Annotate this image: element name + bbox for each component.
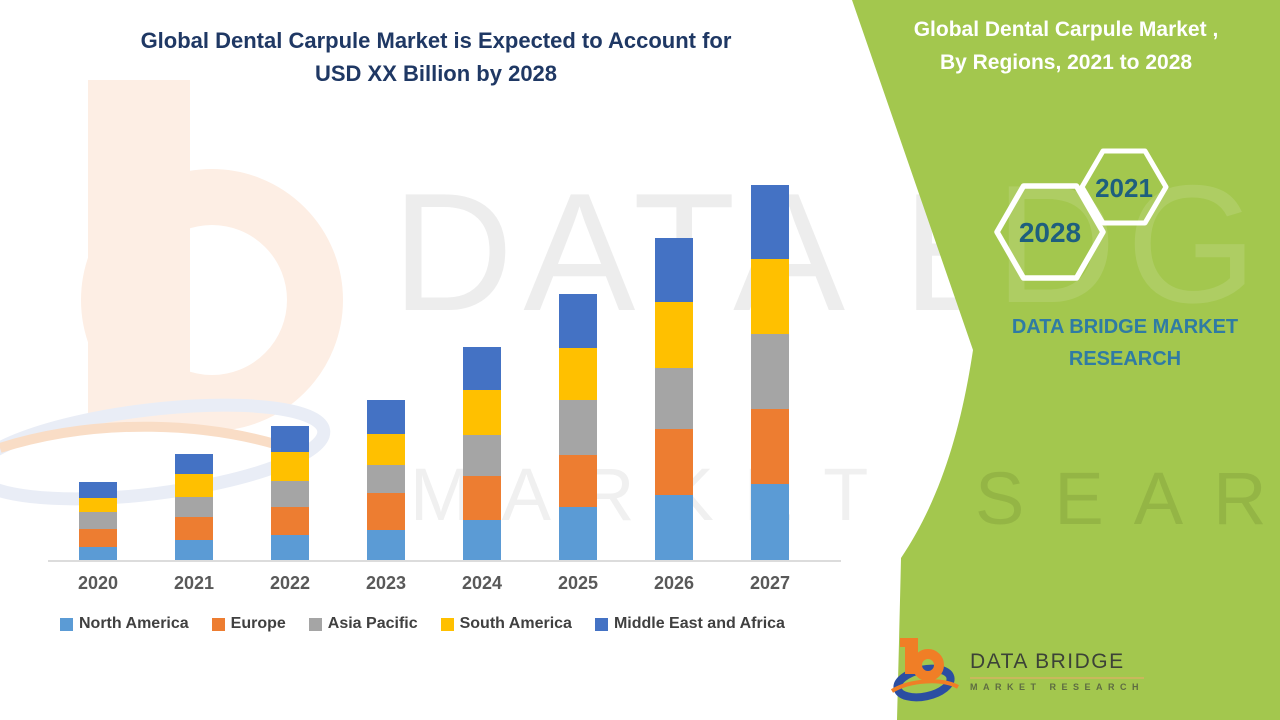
legend-item-south-america: South America: [440, 615, 572, 633]
brand-name-text: DATA BRIDGE MARKET RESEARCH: [980, 311, 1270, 375]
bar-segment-2026-europe: [655, 429, 693, 495]
stacked-bar-2023: [367, 400, 405, 560]
legend-label: Middle East and Africa: [613, 615, 785, 632]
legend-label: South America: [459, 615, 572, 632]
bar-segment-2024-middle-east-and-africa: [463, 347, 501, 390]
bar-segment-2026-middle-east-and-africa: [655, 238, 693, 302]
bar-segment-2020-europe: [79, 529, 117, 547]
legend-item-asia-pacific: Asia Pacific: [308, 615, 418, 633]
bar-segment-2026-south-america: [655, 302, 693, 368]
legend-marker: [60, 617, 73, 631]
legend-item-middle-east-and-africa: Middle East and Africa: [594, 615, 785, 633]
bar-segment-2022-europe: [271, 507, 309, 535]
bar-segment-2024-asia-pacific: [463, 435, 501, 476]
bar-segment-2021-north-america: [175, 540, 213, 560]
x-axis-label-2022: 2022: [269, 573, 311, 593]
legend-marker: [211, 617, 225, 631]
legend-marker: [594, 617, 608, 631]
x-axis-line: [48, 560, 841, 562]
company-logo-subtitle: MARKET RESEARCH: [970, 682, 1145, 692]
company-logo-icon: [890, 638, 959, 702]
brand-name-line1: DATA BRIDGE MARKET: [1011, 316, 1239, 338]
bar-segment-2027-south-america: [751, 259, 789, 334]
chart-legend: North America Europe Asia Pacific South Ame…: [60, 615, 785, 633]
legend-label: Europe: [230, 615, 286, 632]
x-axis-label-2026: 2026: [653, 573, 695, 593]
x-axis-label-2025: 2025: [557, 573, 599, 593]
hexagon-2028: [994, 183, 1106, 281]
bar-segment-2027-north-america: [751, 484, 789, 560]
legend-item-europe: Europe: [211, 615, 286, 633]
bar-segment-2020-asia-pacific: [79, 512, 117, 529]
green-panel-heading-line1: Global Dental Carpule Market ,: [913, 18, 1219, 41]
brand-name-line2: RESEARCH: [1068, 348, 1182, 370]
bar-segment-2025-europe: [559, 455, 597, 507]
company-logo-text: DATA BRIDGE MARKET RESEARCH: [970, 650, 1145, 692]
bar-segment-2023-middle-east-and-africa: [367, 400, 405, 434]
stacked-bar-2027: [751, 185, 789, 560]
company-logo: DATA BRIDGE MARKET RESEARCH: [888, 633, 1145, 709]
chart-title-line1: Global Dental Carpule Market is Expected…: [140, 28, 732, 53]
hexagon-year-2021: 2021: [1095, 173, 1153, 203]
x-axis-label-2021: 2021: [173, 573, 215, 593]
bar-segment-2025-asia-pacific: [559, 400, 597, 455]
company-logo-name: DATA BRIDGE: [970, 650, 1145, 679]
bar-segment-2023-south-america: [367, 434, 405, 465]
x-axis-label-2024: 2024: [461, 573, 503, 593]
bar-segment-2025-north-america: [559, 507, 597, 560]
stacked-bar-2025: [559, 294, 597, 560]
chart-title: Global Dental Carpule Market is Expected…: [118, 24, 754, 90]
legend-label: North America: [79, 615, 189, 632]
bar-segment-2027-asia-pacific: [751, 334, 789, 409]
bar-segment-2021-europe: [175, 517, 213, 540]
green-panel-heading: Global Dental Carpule Market , By Region…: [862, 13, 1270, 79]
stacked-bar-2026: [655, 238, 693, 560]
bar-segment-2027-middle-east-and-africa: [751, 185, 789, 259]
x-axis-label-2023: 2023: [365, 573, 407, 593]
bar-segment-2027-europe: [751, 409, 789, 484]
bar-segment-2025-south-america: [559, 348, 597, 400]
chart-title-line2: USD XX Billion by 2028: [314, 61, 558, 86]
bar-segment-2024-south-america: [463, 390, 501, 435]
bar-segment-2023-asia-pacific: [367, 465, 405, 493]
green-watermark-sub-text: SEARCH: [975, 457, 1280, 540]
bar-segment-2025-middle-east-and-africa: [559, 294, 597, 348]
bar-segment-2022-north-america: [271, 535, 309, 560]
bar-segment-2020-north-america: [79, 547, 117, 560]
x-axis-label-2027: 2027: [749, 573, 791, 593]
legend-item-north-america: North America: [60, 615, 189, 633]
x-axis-label-2020: 2020: [77, 573, 119, 593]
legend-label: Asia Pacific: [327, 615, 418, 632]
bar-segment-2023-north-america: [367, 530, 405, 560]
bar-segment-2026-asia-pacific: [655, 368, 693, 429]
stacked-bar-2024: [463, 347, 501, 560]
green-panel-heading-line2: By Regions, 2021 to 2028: [939, 51, 1193, 74]
bar-segment-2024-north-america: [463, 520, 501, 560]
hexagon-year-2028: 2028: [1018, 217, 1082, 248]
hexagon-2021: [1079, 148, 1169, 226]
legend-marker: [440, 617, 454, 631]
bar-segment-2023-europe: [367, 493, 405, 530]
bar-segment-2024-europe: [463, 476, 501, 520]
bar-segment-2026-north-america: [655, 495, 693, 560]
legend-marker: [308, 617, 322, 631]
